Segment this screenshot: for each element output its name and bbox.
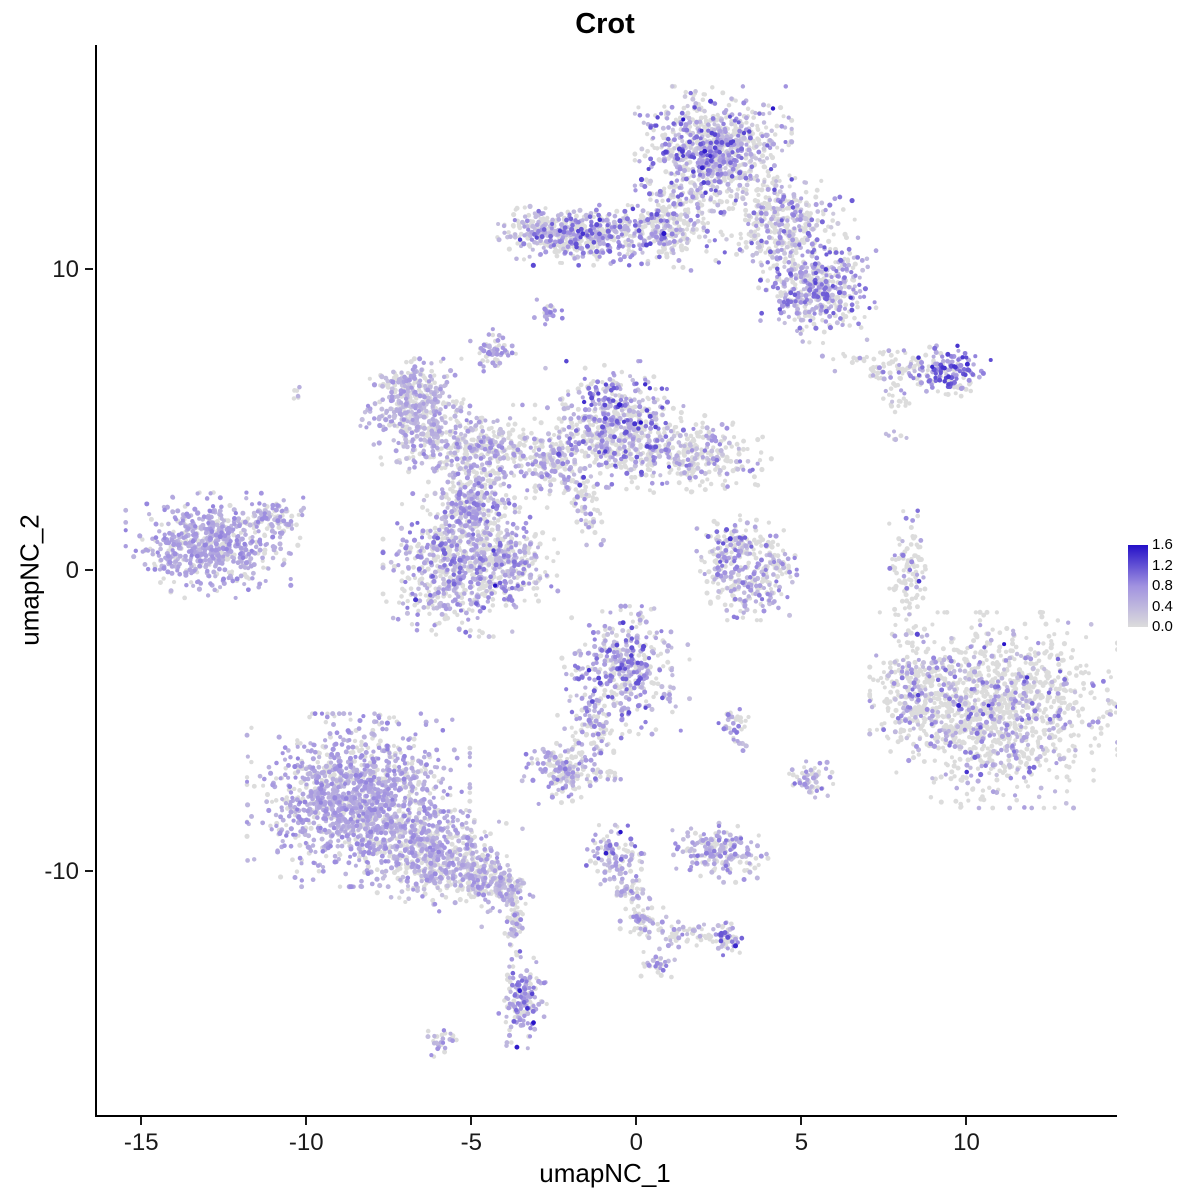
plot-panel [95, 45, 1117, 1117]
legend-gradient-bar [1128, 545, 1148, 627]
legend-tick-label: 0.8 [1152, 577, 1173, 594]
y-tick-label: 10 [52, 256, 79, 284]
legend-tick-label: 0.4 [1152, 597, 1173, 615]
x-tick-label: 5 [794, 1129, 809, 1156]
y-tick-mark [85, 870, 93, 873]
y-tick-label: 0 [65, 557, 79, 585]
x-tick-mark [965, 1117, 968, 1125]
x-tick-label: -15 [123, 1129, 159, 1156]
legend-tick-label: 1.2 [1152, 556, 1173, 574]
x-tick-mark [470, 1117, 473, 1125]
x-tick-mark [140, 1117, 143, 1125]
x-tick-mark [305, 1117, 308, 1125]
y-tick-label: -10 [44, 858, 79, 886]
umap-scatter-canvas [97, 45, 1117, 1115]
legend-tick-label: 1.6 [1152, 536, 1173, 553]
x-tick-label: -5 [460, 1129, 482, 1156]
y-tick-mark [85, 569, 93, 572]
x-tick-label: -10 [288, 1129, 324, 1156]
y-axis-label: umapNC_2 [14, 514, 45, 646]
y-tick-mark [85, 268, 93, 271]
x-tick-label: 10 [953, 1129, 980, 1156]
x-tick-mark [800, 1117, 803, 1125]
x-axis-label: umapNC_1 [539, 1158, 671, 1188]
legend-tick-label: 0.0 [1152, 618, 1173, 635]
x-tick-label: 0 [629, 1129, 644, 1156]
chart-title: Crot [575, 8, 635, 40]
x-tick-mark [635, 1117, 638, 1125]
